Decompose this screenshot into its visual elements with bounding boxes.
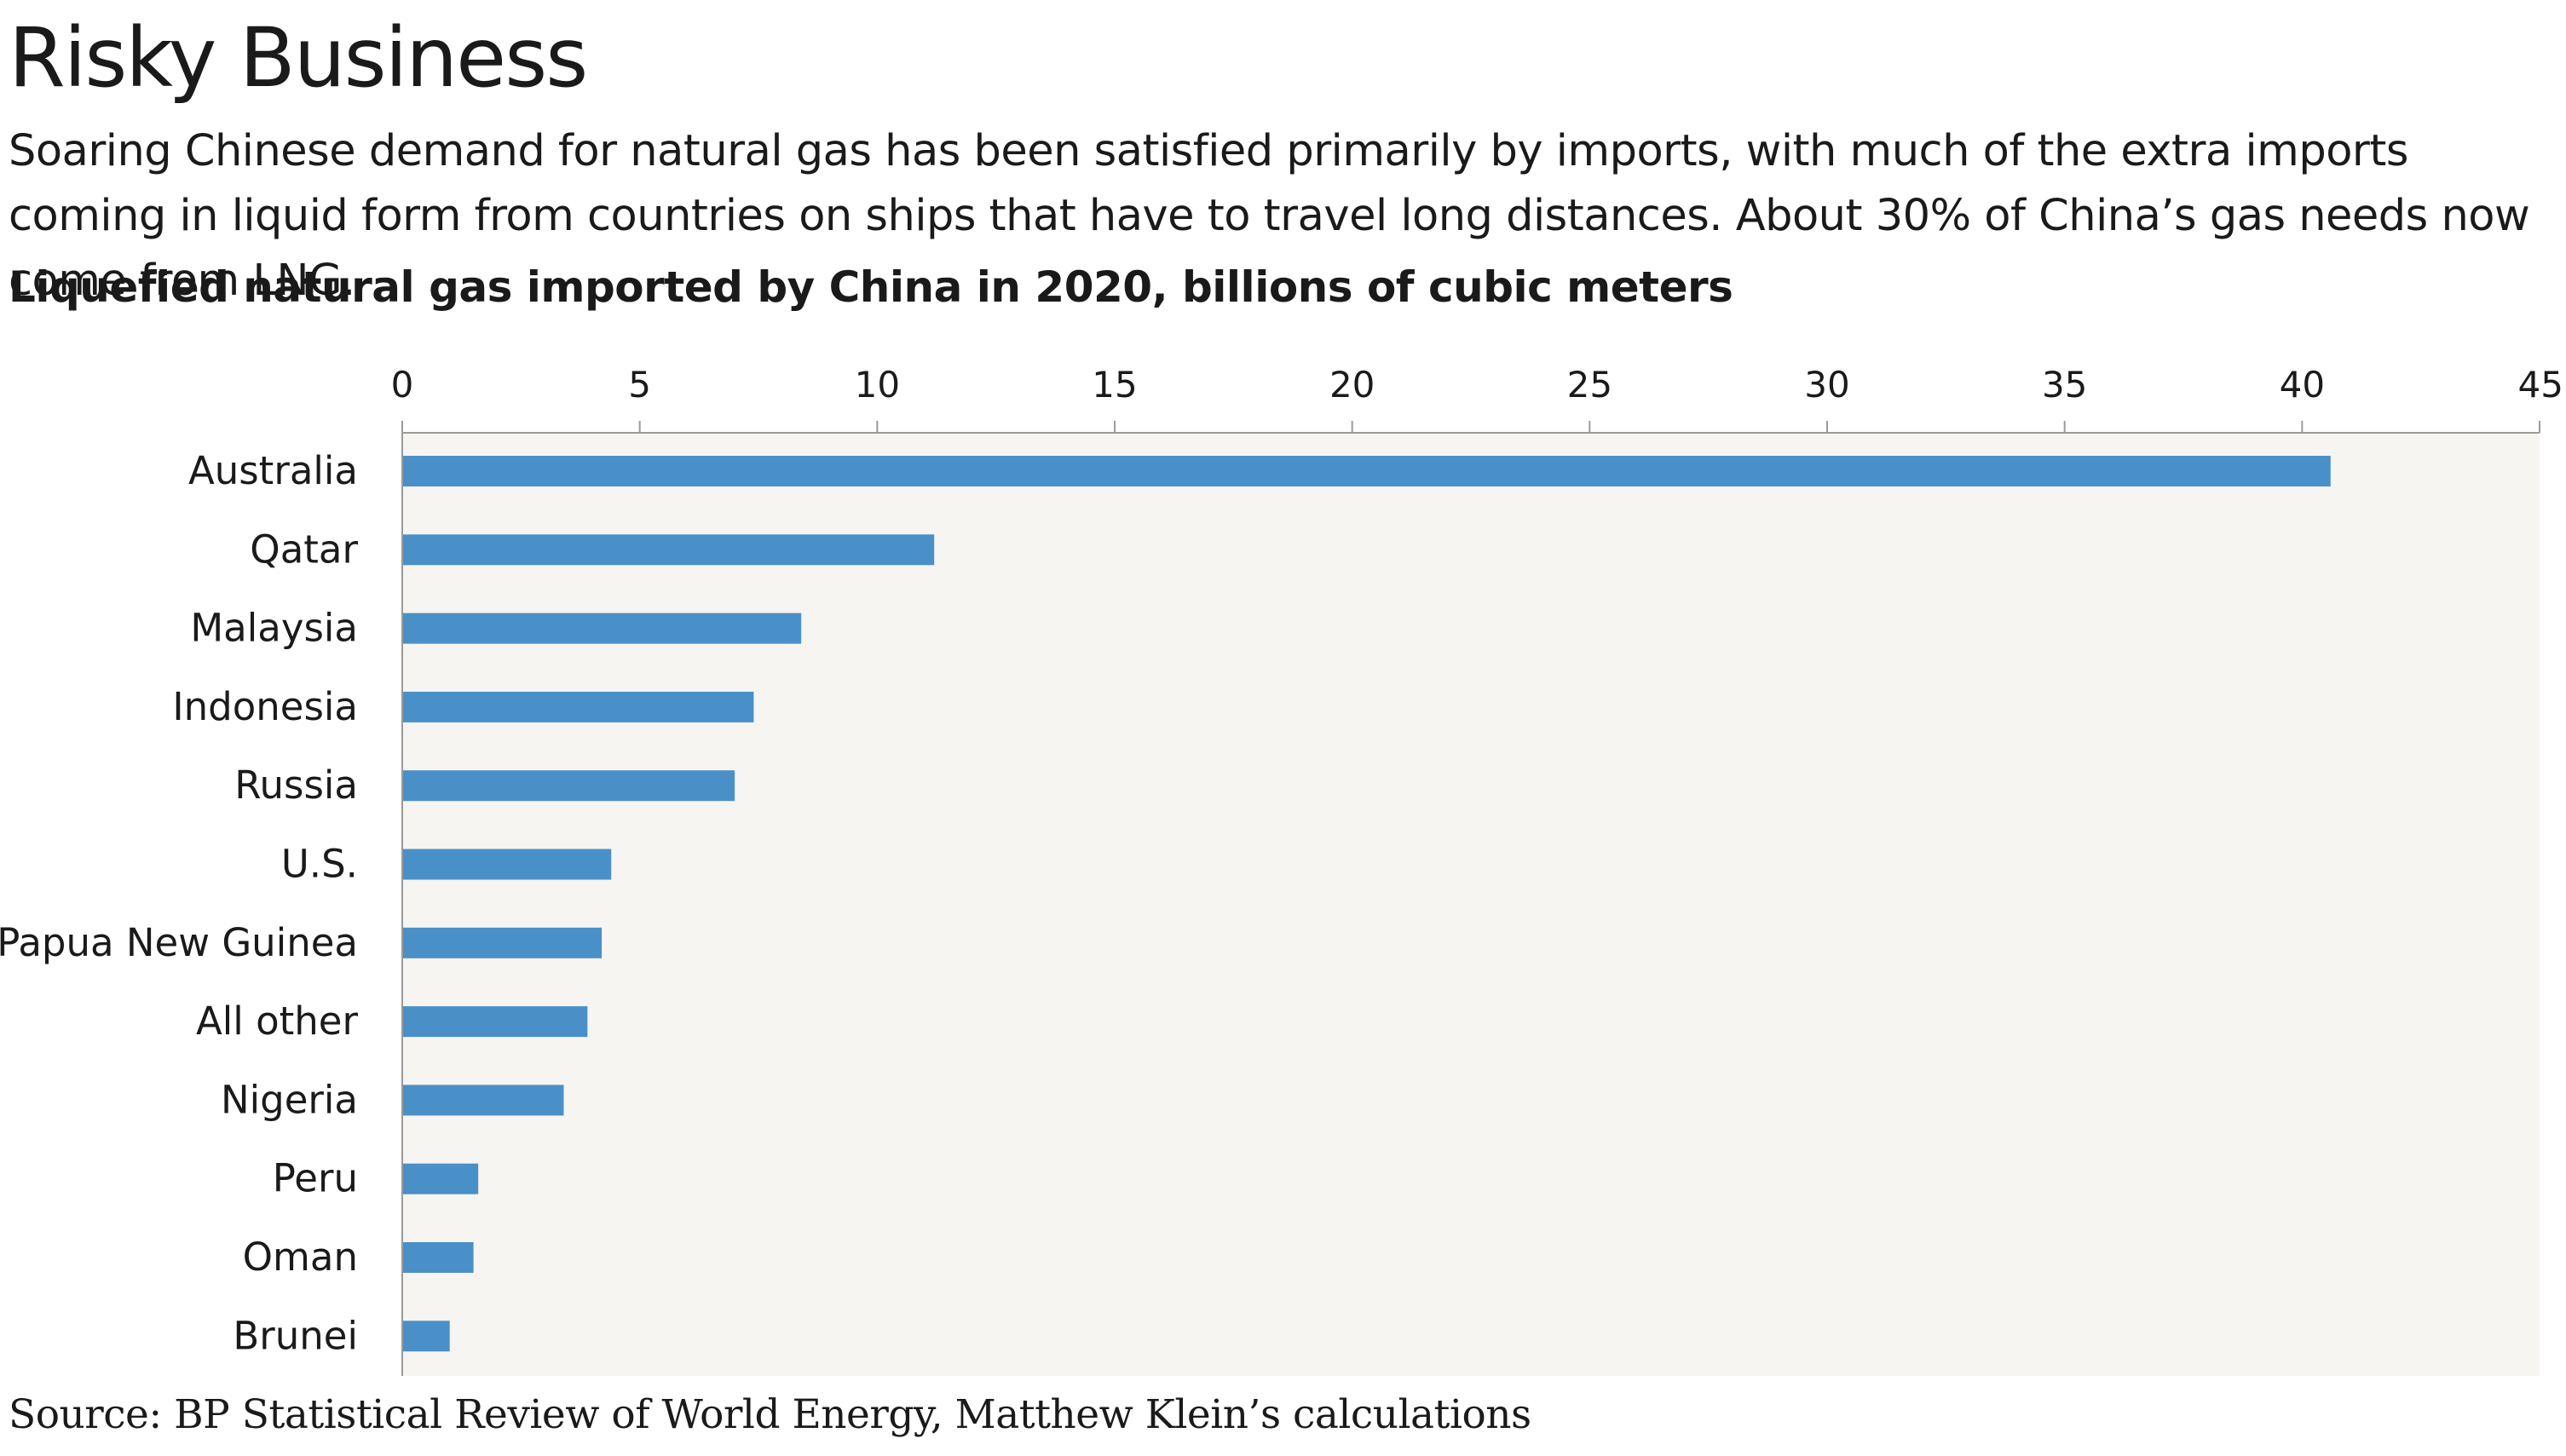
bar-oman [402, 1242, 474, 1273]
bar-brunei [402, 1321, 450, 1352]
category-label: U.S. [281, 842, 358, 887]
x-axis: 0 5 10 15 20 25 30 35 40 45 [391, 364, 2563, 1376]
category-label: All other [196, 998, 358, 1044]
category-label: Papua New Guinea [0, 920, 358, 965]
x-tick-label: 30 [1804, 364, 1849, 406]
category-label: Oman [243, 1234, 358, 1280]
x-tick-label: 35 [2042, 364, 2087, 406]
bar-australia [402, 456, 2331, 486]
x-tick-label: 5 [628, 364, 651, 406]
bar-russia [402, 770, 735, 802]
chart-source: Source: BP Statistical Review of World E… [9, 1391, 1531, 1438]
bar-papua-new-guinea [402, 927, 603, 958]
bar-u-s [402, 849, 612, 880]
x-tick-label: 0 [391, 364, 414, 406]
bar-peru [402, 1163, 479, 1194]
category-label: Indonesia [172, 684, 358, 729]
category-label: Qatar [250, 527, 358, 572]
plot-background [402, 433, 2540, 1376]
x-tick-label: 10 [855, 364, 900, 406]
chart-title: Risky Business [9, 10, 588, 106]
bar-malaysia [402, 613, 802, 644]
x-tick-label: 45 [2518, 364, 2563, 406]
bar-all-other [402, 1006, 588, 1038]
x-tick-label: 25 [1567, 364, 1612, 406]
bar-qatar [402, 534, 935, 566]
chart-heading: Liquefied natural gas imported by China … [9, 262, 1733, 312]
category-label: Australia [188, 448, 358, 493]
category-label: Malaysia [190, 606, 358, 651]
bar-indonesia [402, 691, 754, 722]
chart-subtitle: Soaring Chinese demand for natural gas h… [9, 126, 2530, 306]
category-label: Nigeria [221, 1077, 358, 1122]
category-label: Brunei [233, 1313, 358, 1358]
category-label: Peru [273, 1156, 358, 1201]
x-tick-label: 40 [2280, 364, 2325, 406]
bars-layer [402, 456, 2331, 1352]
bar-nigeria [402, 1085, 564, 1116]
x-tick-label: 15 [1092, 364, 1137, 406]
category-labels: Australia Qatar Malaysia Indonesia Russia U.S… [0, 448, 358, 1358]
category-label: Russia [234, 763, 358, 808]
x-tick-label: 20 [1329, 364, 1375, 406]
